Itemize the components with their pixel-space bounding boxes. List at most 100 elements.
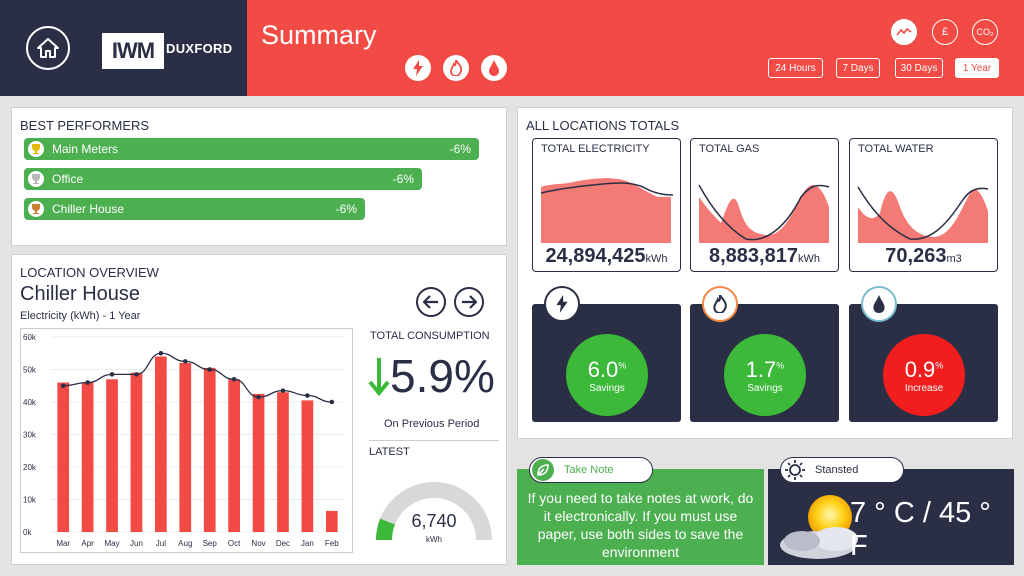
line-point bbox=[109, 372, 115, 377]
weather-location: Stansted bbox=[815, 464, 859, 476]
best-performers-panel: BEST PERFORMERS Main Meters -6% Office -… bbox=[11, 107, 507, 246]
water-increase-tile[interactable]: 0.9% Increase bbox=[849, 286, 998, 422]
change-label: Savings bbox=[747, 382, 783, 394]
line-point bbox=[329, 399, 335, 405]
water-sparkline bbox=[857, 186, 989, 243]
temperature: 7 ° C / 45 ° F bbox=[850, 497, 991, 562]
total-consumption-label: TOTAL CONSUMPTION bbox=[370, 330, 490, 342]
water-utility-button[interactable] bbox=[481, 55, 507, 81]
bar bbox=[203, 367, 216, 532]
y-tick-label: 40k bbox=[23, 398, 37, 407]
take-note-tag: Take Note bbox=[529, 457, 653, 483]
change-value: 0.9 bbox=[904, 356, 936, 382]
percent-sign: % bbox=[935, 360, 944, 371]
trend-button[interactable] bbox=[891, 19, 917, 45]
total-gas-value: 8,883,817kWh bbox=[691, 245, 838, 268]
performer-row[interactable]: Main Meters -6% bbox=[24, 138, 479, 160]
line-point bbox=[134, 372, 139, 377]
x-tick-label: Mar bbox=[56, 539, 70, 548]
take-note-text: If you need to take notes at work, do it… bbox=[527, 490, 754, 560]
weather-panel: 7 ° C / 45 ° F bbox=[768, 469, 1014, 565]
bar bbox=[252, 393, 265, 532]
value: 70,263 bbox=[885, 245, 947, 267]
silver-trophy-icon bbox=[28, 171, 44, 187]
value: 24,894,425 bbox=[545, 245, 646, 267]
x-tick-label: May bbox=[104, 539, 119, 548]
arrow-right-icon bbox=[462, 295, 477, 309]
cost-button[interactable]: £ bbox=[932, 19, 958, 45]
electricity-change-circle: 6.0% Savings bbox=[566, 334, 648, 416]
bolt-icon bbox=[556, 295, 568, 313]
bar bbox=[106, 379, 118, 532]
co2-button[interactable]: CO₂ bbox=[972, 19, 998, 45]
period-30-days[interactable]: 30 Days bbox=[895, 58, 943, 78]
bar bbox=[325, 510, 338, 532]
electricity-chart: 0k 10k 20k 30k 40k 50k 60k Mar Apr May Jun Jul Aug Se… bbox=[20, 328, 353, 553]
performer-row[interactable]: Chiller House -6% bbox=[24, 198, 365, 220]
gas-utility-button[interactable] bbox=[443, 55, 469, 81]
electricity-bar-chart: 0k 10k 20k 30k 40k 50k 60k Mar Apr May Jun Jul Aug Se… bbox=[23, 333, 344, 548]
change-value: 6.0 bbox=[587, 356, 619, 382]
previous-location-button[interactable] bbox=[416, 287, 446, 317]
sun-cloud-icon bbox=[780, 495, 858, 559]
performer-value: -6% bbox=[335, 202, 357, 216]
x-tick-label: Feb bbox=[325, 539, 339, 548]
gas-change-circle: 1.7% Savings bbox=[724, 334, 806, 416]
change-label: Increase bbox=[904, 382, 944, 394]
home-icon bbox=[37, 38, 59, 58]
best-performers-title: BEST PERFORMERS bbox=[20, 118, 150, 133]
location-overview-panel: LOCATION OVERVIEW Chiller House Electric… bbox=[11, 254, 507, 565]
arrow-down-icon bbox=[368, 358, 390, 396]
electricity-utility-button[interactable] bbox=[405, 55, 431, 81]
pound-icon: £ bbox=[941, 26, 949, 38]
gas-savings-tile[interactable]: 1.7% Savings bbox=[690, 286, 839, 422]
location-overview-title: LOCATION OVERVIEW bbox=[20, 265, 159, 280]
bolt-icon bbox=[413, 60, 423, 76]
line-point bbox=[85, 380, 90, 385]
total-electricity-label: TOTAL ELECTRICITY bbox=[541, 143, 650, 155]
totals-title: ALL LOCATIONS TOTALS bbox=[526, 118, 680, 133]
total-electricity-value: 24,894,425kWh bbox=[533, 245, 680, 268]
performer-row[interactable]: Office -6% bbox=[24, 168, 422, 190]
latest-gauge bbox=[376, 482, 492, 541]
logo-mark: IWM bbox=[102, 33, 164, 69]
take-note-panel: Take Note If you need to take notes at w… bbox=[517, 457, 764, 565]
divider bbox=[369, 440, 499, 441]
latest-gauge-fill bbox=[376, 518, 396, 541]
next-location-button[interactable] bbox=[454, 287, 484, 317]
x-tick-label: Jul bbox=[156, 539, 166, 548]
tile-icon-badge bbox=[861, 286, 897, 322]
period-24-hours[interactable]: 24 Hours bbox=[768, 58, 823, 78]
arrow-left-icon bbox=[423, 295, 438, 309]
bar bbox=[81, 382, 94, 532]
header-bar: Summary £ CO₂ 24 Hours 7 Days 30 Days 1 … bbox=[247, 0, 1024, 96]
period-7-days[interactable]: 7 Days bbox=[836, 58, 880, 78]
take-note-label: Take Note bbox=[564, 464, 614, 476]
total-water-card[interactable]: TOTAL WATER 70,263m3 bbox=[849, 138, 998, 272]
total-gas-card[interactable]: TOTAL GAS 8,883,817kWh bbox=[690, 138, 839, 272]
line-point bbox=[231, 376, 237, 382]
bar bbox=[130, 372, 143, 532]
total-electricity-card[interactable]: TOTAL ELECTRICITY 24,894,425kWh bbox=[532, 138, 681, 272]
home-button[interactable] bbox=[26, 26, 70, 70]
period-1-year[interactable]: 1 Year bbox=[955, 58, 999, 78]
value: 8,883,817 bbox=[709, 245, 798, 267]
water-change-circle: 0.9% Increase bbox=[883, 334, 965, 416]
electricity-savings-tile[interactable]: 6.0% Savings bbox=[532, 286, 681, 422]
y-tick-label: 60k bbox=[23, 333, 37, 342]
performer-value: -6% bbox=[392, 172, 414, 186]
bar bbox=[179, 363, 192, 532]
line-point bbox=[280, 388, 286, 393]
y-tick-label: 10k bbox=[23, 496, 37, 505]
latest-value: 6,740 bbox=[411, 511, 457, 531]
chart-subtitle: Electricity (kWh) - 1 Year bbox=[20, 310, 141, 322]
y-tick-label: 20k bbox=[23, 463, 37, 472]
performer-value: -6% bbox=[449, 142, 471, 156]
total-water-label: TOTAL WATER bbox=[858, 143, 934, 155]
bronze-trophy-icon bbox=[28, 201, 44, 217]
bar bbox=[301, 400, 314, 532]
performer-label: Office bbox=[52, 172, 84, 186]
x-tick-label: Apr bbox=[81, 539, 94, 548]
sun-icon bbox=[783, 458, 807, 482]
percent-sign: % bbox=[618, 360, 627, 371]
